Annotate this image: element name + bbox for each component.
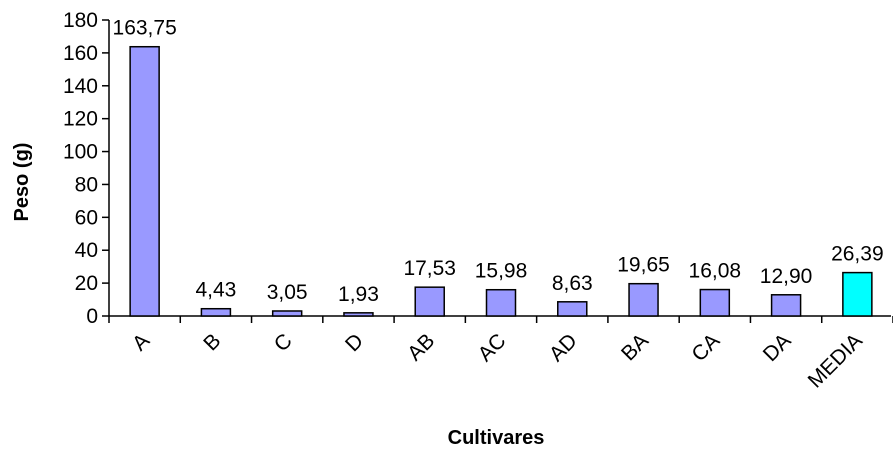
category-label-ac: AC	[474, 329, 511, 366]
data-label-da: 12,90	[760, 265, 813, 288]
bar-ac	[485, 288, 517, 317]
y-tick-label: 120	[63, 108, 98, 131]
data-label-ab: 17,53	[403, 257, 456, 280]
bar-da	[770, 294, 802, 317]
y-tick-label: 0	[86, 305, 98, 328]
bar-ca	[699, 288, 731, 317]
category-label-b: B	[199, 329, 225, 355]
y-tick-label: 20	[75, 272, 98, 295]
category-label-da: DA	[759, 329, 796, 366]
data-label-c: 3,05	[267, 281, 308, 304]
category-label-ba: BA	[617, 329, 653, 365]
category-label-d: D	[341, 329, 368, 356]
data-label-media: 26,39	[831, 243, 884, 266]
data-label-a: 163,75	[113, 17, 177, 40]
data-label-ac: 15,98	[475, 260, 528, 283]
data-label-ba: 19,65	[617, 254, 670, 277]
data-labels: 163,75 4,43 3,05 1,93 17,53 15,98 8,63 19,65 16,…	[113, 17, 884, 306]
bars	[129, 45, 873, 317]
y-tick-label: 180	[63, 9, 98, 32]
category-label-c: C	[270, 329, 297, 356]
data-label-ad: 8,63	[552, 272, 593, 295]
bar-d	[343, 312, 374, 317]
category-labels: A B C D AB AC AD BA CA DA MEDIA	[128, 329, 867, 392]
category-label-a: A	[128, 329, 154, 355]
y-tick-label: 80	[75, 173, 98, 196]
data-label-d: 1,93	[338, 283, 379, 306]
y-tick-label: 100	[63, 141, 98, 164]
bar-ba	[628, 282, 659, 317]
bar-media	[842, 271, 873, 317]
x-axis-title: Cultivares	[448, 427, 545, 449]
category-label-media: MEDIA	[804, 329, 867, 392]
category-label-ab: AB	[403, 329, 439, 365]
bar-a	[129, 45, 160, 317]
x-axis-ticks	[108, 316, 893, 323]
y-tick-label: 60	[75, 206, 98, 229]
data-label-ca: 16,08	[689, 260, 742, 283]
y-tick-label: 140	[63, 75, 98, 98]
bar-c	[271, 310, 303, 317]
y-axis-title: Peso (g)	[11, 143, 33, 222]
y-tick-label: 40	[75, 239, 98, 262]
data-label-b: 4,43	[195, 279, 236, 302]
bar-ab	[414, 286, 445, 317]
bar-ad	[557, 301, 588, 317]
category-label-ca: CA	[687, 329, 724, 366]
y-axis-ticks: 0 20 40 60 80 100 120 140 160 180	[63, 9, 109, 328]
category-label-ad: AD	[545, 329, 582, 366]
bar-b	[200, 307, 232, 317]
y-tick-label: 160	[63, 42, 98, 65]
